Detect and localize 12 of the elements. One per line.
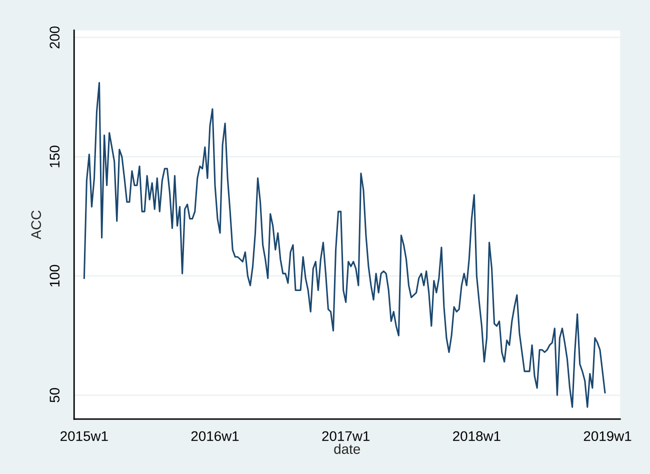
- y-tick-label: 50: [50, 388, 60, 402]
- y-tick-label: 100: [50, 264, 60, 286]
- x-tick-label: 2019w1: [584, 431, 632, 442]
- x-tick-label: 2016w1: [191, 431, 239, 442]
- y-tick-label: 200: [50, 26, 60, 48]
- y-axis-title: ACC: [31, 210, 42, 240]
- line-series: [83, 82, 606, 408]
- x-tick-label: 2015w1: [60, 431, 108, 442]
- y-tick-label: 150: [50, 146, 60, 168]
- x-tick-label: 2017w1: [322, 431, 370, 442]
- x-axis-title: date: [334, 444, 360, 454]
- x-tick-label: 2018w1: [453, 431, 500, 442]
